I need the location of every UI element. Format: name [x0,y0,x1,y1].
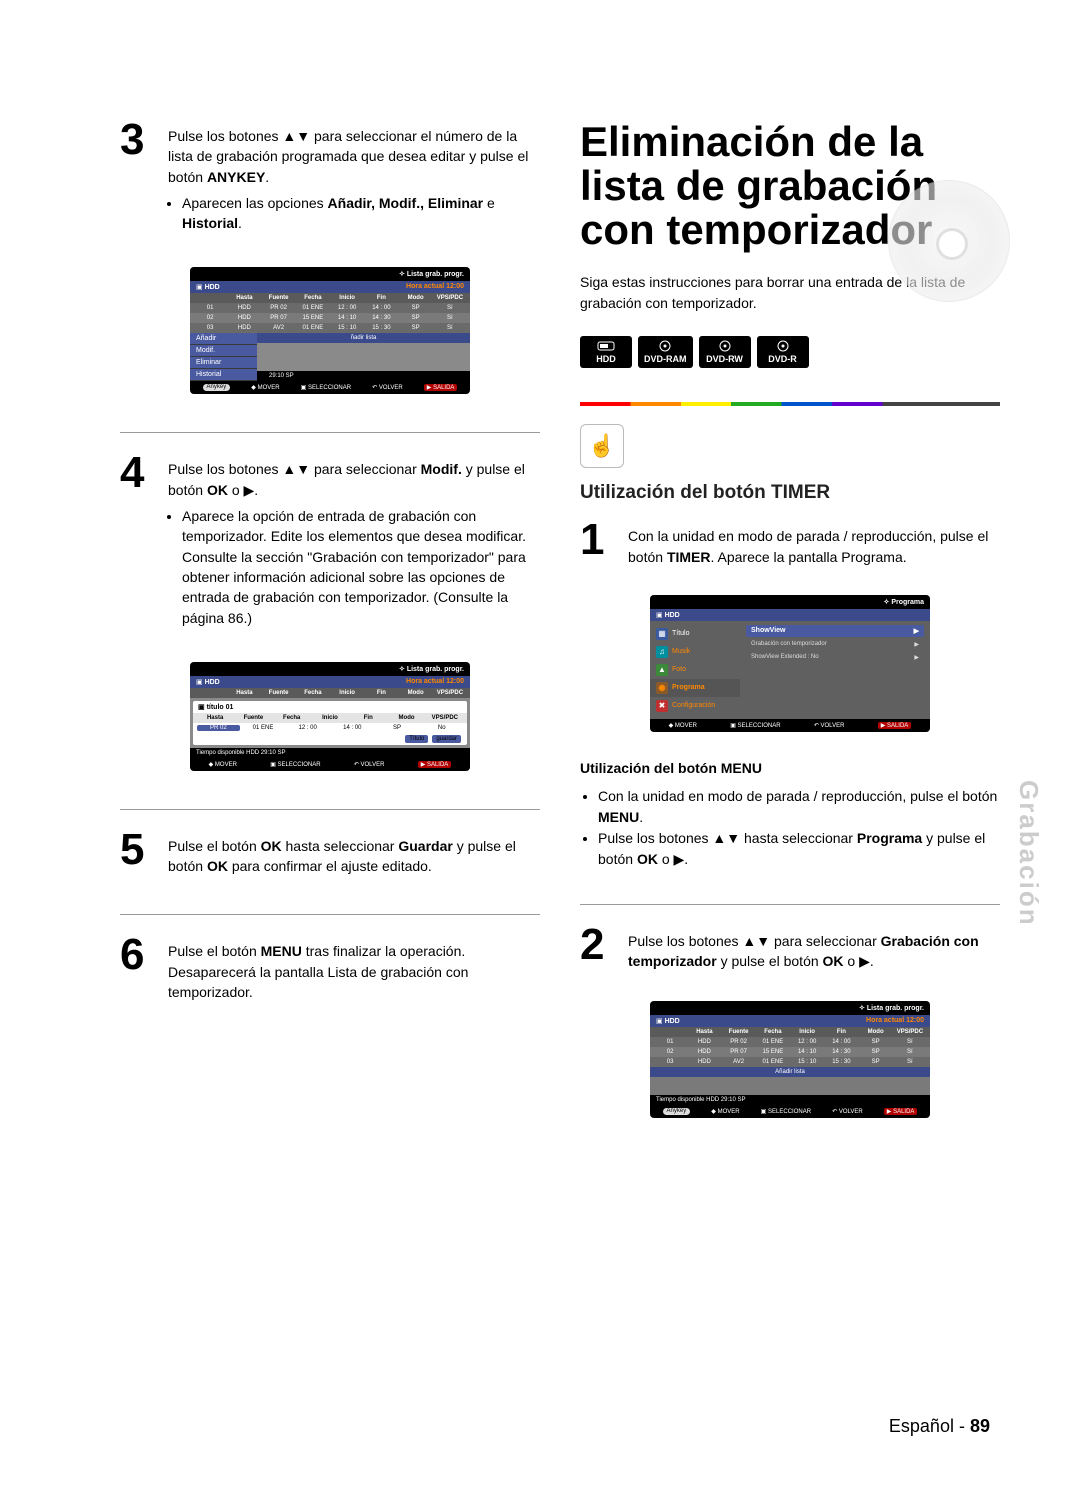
step-text: Con la unidad en modo de parada / reprod… [628,520,1000,567]
context-menu: Añadir Modif. Eliminar Historial [190,333,257,381]
step-number: 6 [120,935,156,1002]
table-headers: Hasta Fuente Fecha Inicio Fin Modo VPS/P… [190,293,470,303]
section-title: Eliminación de la lista de grabación con… [580,120,1000,252]
step-6: 6 Pulse el botón MENU tras finalizar la … [120,935,540,1002]
step-number: 2 [580,925,616,972]
step-number: 3 [120,120,156,237]
right-column: Eliminación de la lista de grabación con… [580,120,1000,1136]
menu-modif: Modif. [190,345,257,357]
step-text: Pulse los botones ▲▼ para seleccionar Mo… [168,453,540,631]
divider [580,904,1000,905]
media-badges: HDD DVD-RAM DVD-RW DVD-R [580,336,1000,368]
divider [120,432,540,433]
menu-options: ShowView▶ Grabación con temporizador▶ Sh… [740,621,930,719]
divider [120,914,540,915]
step-text: Pulse los botones ▲▼ para seleccionar Gr… [628,925,1000,972]
step-3: 3 Pulse los botones ▲▼ para seleccionar … [120,120,540,237]
step3-bullet: Aparecen las opciones Añadir, Modif., El… [182,193,540,234]
side-titulo: ▦Título [650,625,740,643]
guardar-btn: guardar [432,735,461,743]
step-5: 5 Pulse el botón OK hasta seleccionar Gu… [120,830,540,877]
ui-screenshot-3: ✧ Lista grab. progr. ▣ HDDHora actual 12… [650,1001,930,1118]
side-config: ✖Configuración [650,697,740,715]
ui-screenshot-1: ✧ Lista grab. progr. ▣ HDDHora actual 12… [190,267,470,394]
badge-dvdram: DVD-RAM [638,336,693,368]
table-row: 02HDDPR 0715 ENE14 : 1014 : 30SPSí [650,1047,930,1057]
opt-showview-ext: ShowView Extended : No▶ [746,652,924,663]
step-text: Pulse los botones ▲▼ para seleccionar el… [168,120,540,237]
footer-bar: Anykey ◆ MOVER ▣ SELECCIONAR ↶ VOLVER ▶ … [190,381,470,394]
table-row: 03HDDAV201 ENE15 : 1015 : 30SPSí [190,323,470,333]
step-2: 2 Pulse los botones ▲▼ para seleccionar … [580,925,1000,972]
menu-bullet-1: Con la unidad en modo de parada / reprod… [598,786,1000,828]
divider [120,809,540,810]
step-number: 5 [120,830,156,877]
step-number: 4 [120,453,156,631]
section-tab: Grabación [1013,780,1044,927]
page-footer: Español - 89 [889,1416,990,1437]
menu-bullet-2: Pulse los botones ▲▼ hasta seleccionar P… [598,828,1000,870]
menu-delete: Eliminar [190,357,257,369]
subheading-timer: Utilización del botón TIMER [580,482,1000,504]
step-text: Pulse el botón OK hasta seleccionar Guar… [168,830,540,877]
opt-grabacion: Grabación con temporizador▶ [746,639,924,650]
badge-dvdr: DVD-R [757,336,809,368]
step-number: 1 [580,520,616,567]
side-programa: ◉Programa [650,679,740,697]
step4-bullet: Aparece la opción de entrada de grabació… [182,506,540,628]
table-row: 02HDDPR 0715 ENE14 : 1014 : 30SPSí [190,313,470,323]
titulo-label: ▣ título 01 [193,701,467,713]
hand-icon: ☝ [580,424,624,468]
left-column: 3 Pulse los botones ▲▼ para seleccionar … [120,120,540,1136]
menu-sidebar: ▦Título ♫Musik ▲Foto ◉Programa ✖Configur… [650,621,740,719]
step-text: Pulse el botón MENU tras finalizar la op… [168,935,540,1002]
disc-icon [888,180,1010,302]
titulo-btn: Título [405,735,428,743]
ui-screenshot-2: ✧ Lista grab. progr. ▣ HDDHora actual 12… [190,662,470,771]
step-4: 4 Pulse los botones ▲▼ para seleccionar … [120,453,540,631]
menu-add: Añadir [190,333,257,345]
menu-history: Historial [190,369,257,381]
subheading-menu: Utilización del botón MENU [580,760,1000,776]
table-row: 03HDDAV201 ENE15 : 1015 : 30SPSí [650,1057,930,1067]
ui-screenshot-menu: ✧ Programa ▣ HDD ▦Título ♫Musik ▲Foto ◉P… [650,595,930,732]
side-foto: ▲Foto [650,661,740,679]
table-row: 01HDDPR 0201 ENE12 : 0014 : 00SPSí [650,1037,930,1047]
opt-showview: ShowView▶ [746,625,924,637]
badge-hdd: HDD [580,336,632,368]
step-1: 1 Con la unidad en modo de parada / repr… [580,520,1000,567]
side-musik: ♫Musik [650,643,740,661]
color-divider [580,402,1000,406]
menu-bullets: Con la unidad en modo de parada / reprod… [580,786,1000,870]
badge-dvdrw: DVD-RW [699,336,751,368]
table-row: 01HDDPR 0201 ENE12 : 0014 : 00SPSí [190,303,470,313]
